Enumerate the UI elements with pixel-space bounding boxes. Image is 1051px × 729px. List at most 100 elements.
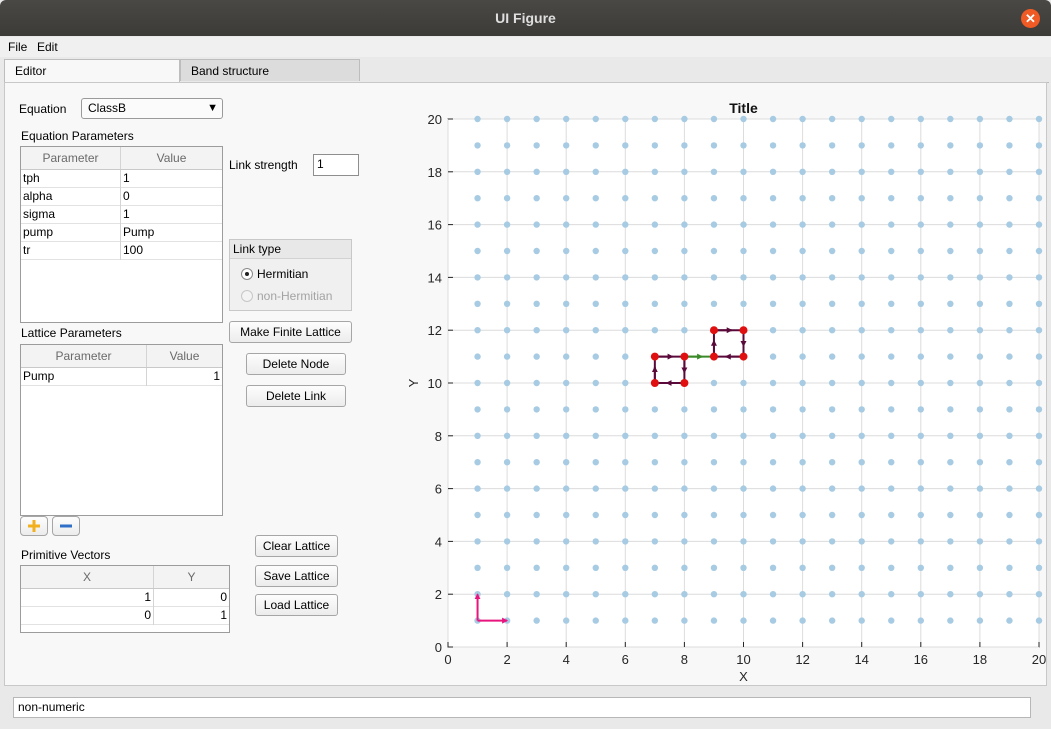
primitive-vectors-table[interactable]: X Y 1 0 0 1	[20, 565, 230, 633]
lattice-point	[917, 617, 924, 624]
lattice-point	[622, 564, 629, 571]
load-lattice-button[interactable]: Load Lattice	[255, 594, 338, 616]
lattice-point	[681, 327, 688, 334]
table-row[interactable]: tph 1	[21, 170, 222, 188]
vector-x[interactable]: 0	[21, 607, 154, 625]
param-value[interactable]: 1	[213, 369, 220, 383]
param-name[interactable]: tr	[21, 242, 121, 260]
lattice-point	[888, 142, 895, 149]
column-header[interactable]: Parameter	[21, 345, 147, 367]
lattice-point	[1006, 459, 1013, 466]
x-tick-label: 2	[503, 652, 510, 667]
lattice-point	[563, 406, 570, 413]
param-name[interactable]: pump	[21, 224, 121, 242]
menu-file[interactable]: File	[8, 40, 28, 54]
table-row[interactable]: pump Pump	[21, 224, 222, 242]
param-value[interactable]: Pump	[123, 225, 155, 239]
add-parameter-button[interactable]	[20, 516, 48, 536]
equation-params-table[interactable]: Parameter Value tph 1 alpha 0 sigma 1 pu…	[20, 146, 223, 323]
lattice-point	[503, 459, 511, 466]
lattice-point	[828, 564, 836, 571]
column-header[interactable]: Value	[169, 349, 200, 363]
y-tick-label: 6	[435, 482, 442, 497]
table-row[interactable]: 1 0	[21, 589, 229, 607]
lattice-plot[interactable]: 0 2 4 6 8 10 12 14 16 18 20 0 2 4 6 8 10 12 14 16 18 20 X Y Titl…	[404, 96, 1050, 686]
lattice-point	[769, 459, 777, 466]
lattice-params-table[interactable]: Parameter Value Pump 1	[20, 344, 223, 516]
lattice-point	[888, 300, 895, 307]
lattice-point	[858, 247, 865, 255]
lattice-point	[563, 459, 570, 466]
close-icon[interactable]: ✕	[1021, 9, 1040, 28]
link-strength-input[interactable]: 1	[313, 154, 359, 176]
remove-parameter-button[interactable]	[52, 516, 80, 536]
param-name[interactable]: sigma	[21, 206, 121, 224]
lattice-point	[799, 379, 806, 387]
column-header[interactable]: Value	[156, 151, 187, 165]
save-lattice-button[interactable]: Save Lattice	[255, 565, 338, 587]
tab-band-structure[interactable]: Band structure	[180, 59, 360, 81]
lattice-point	[769, 617, 777, 624]
lattice-point	[651, 432, 659, 439]
y-tick-label: 16	[428, 218, 442, 233]
x-tick-label: 10	[736, 652, 750, 667]
lattice-point	[976, 300, 984, 307]
lattice-point	[740, 195, 747, 202]
param-value[interactable]: 1	[123, 171, 130, 185]
make-finite-lattice-button[interactable]: Make Finite Lattice	[229, 321, 352, 343]
table-header: X Y	[21, 566, 229, 589]
equation-dropdown[interactable]: ClassB ▼	[81, 98, 223, 119]
param-value[interactable]: 100	[123, 243, 144, 257]
radio-hermitian-label[interactable]: Hermitian	[257, 267, 309, 281]
lattice-point	[1006, 379, 1013, 387]
lattice-point	[474, 564, 481, 571]
vector-y[interactable]: 0	[220, 590, 227, 604]
lattice-point	[976, 247, 984, 255]
vector-x[interactable]: 1	[21, 589, 154, 607]
param-value[interactable]: 0	[123, 189, 130, 203]
lattice-point	[710, 485, 718, 492]
lattice-point	[651, 485, 659, 492]
param-value[interactable]: 1	[123, 207, 130, 221]
lattice-point	[888, 168, 895, 175]
lattice-point	[828, 142, 836, 149]
column-header[interactable]: Y	[187, 570, 196, 584]
tab-editor[interactable]: Editor	[4, 59, 180, 83]
clear-lattice-button[interactable]: Clear Lattice	[255, 535, 338, 557]
lattice-point	[858, 485, 865, 492]
column-header[interactable]: Parameter	[21, 147, 121, 169]
lattice-point	[888, 485, 895, 492]
table-row[interactable]: 0 1	[21, 607, 229, 625]
lattice-point	[710, 221, 718, 228]
equation-label: Equation	[19, 102, 67, 116]
param-name[interactable]: alpha	[21, 188, 121, 206]
lattice-point	[769, 142, 777, 149]
lattice-point	[503, 221, 511, 228]
table-row[interactable]: tr 100	[21, 242, 222, 260]
lattice-point	[681, 538, 688, 545]
delete-node-button[interactable]: Delete Node	[246, 353, 346, 375]
lattice-point	[533, 406, 540, 413]
status-field[interactable]: non-numeric	[13, 697, 1031, 718]
radio-hermitian[interactable]	[241, 268, 253, 280]
lattice-point	[533, 617, 540, 624]
lattice-point	[947, 274, 954, 281]
param-name[interactable]: Pump	[21, 368, 147, 386]
lattice-point	[503, 432, 511, 439]
equation-params-title: Equation Parameters	[21, 129, 134, 143]
delete-link-button[interactable]: Delete Link	[246, 385, 346, 407]
table-row[interactable]: alpha 0	[21, 188, 222, 206]
lattice-point	[1035, 538, 1043, 545]
radio-non-hermitian	[241, 290, 253, 302]
vector-y[interactable]: 1	[220, 608, 227, 622]
lattice-point	[976, 142, 984, 149]
menu-edit[interactable]: Edit	[37, 40, 58, 54]
lattice-point	[976, 115, 984, 123]
lattice-point	[1035, 379, 1043, 387]
table-row[interactable]: sigma 1	[21, 206, 222, 224]
column-header[interactable]: X	[21, 566, 154, 588]
param-name[interactable]: tph	[21, 170, 121, 188]
title-bar: UI Figure ✕	[0, 0, 1051, 36]
table-row[interactable]: Pump 1	[21, 368, 222, 386]
lattice-point	[740, 142, 747, 149]
